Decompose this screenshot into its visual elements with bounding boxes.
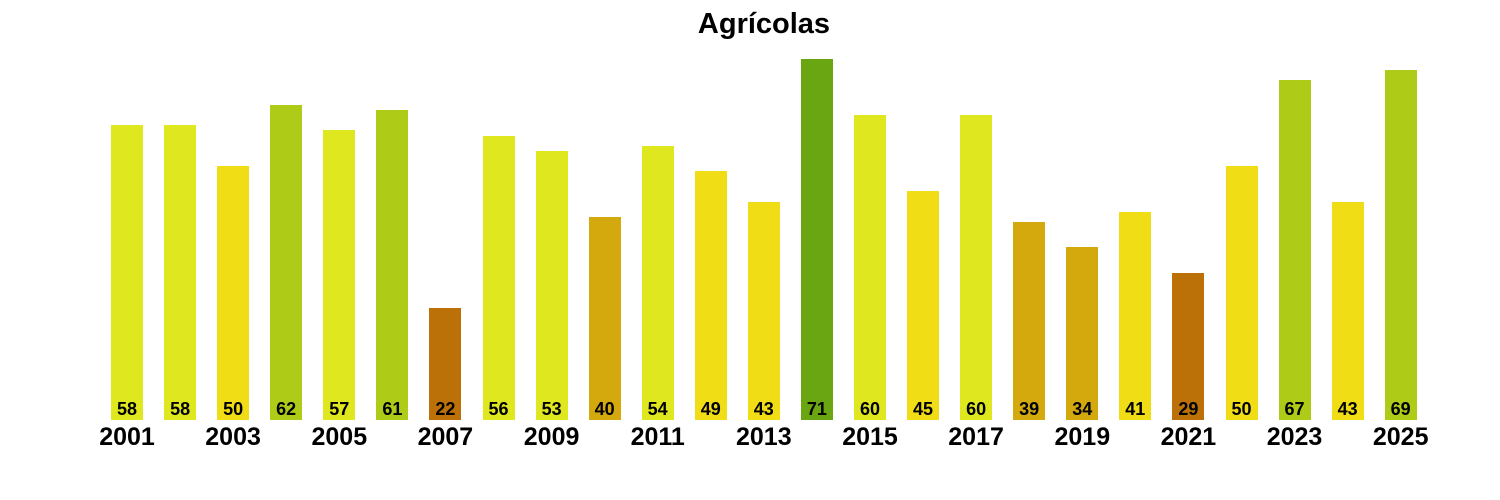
bar-value-label-2020: 41 bbox=[1125, 399, 1146, 419]
bar-value-label-2002: 58 bbox=[170, 399, 191, 419]
bar-value-label-2016: 45 bbox=[912, 399, 934, 419]
bar-2006 bbox=[376, 110, 409, 420]
bar-value-label-2021: 29 bbox=[1178, 399, 1199, 419]
bar-2014 bbox=[800, 59, 833, 420]
bar-2003 bbox=[217, 166, 250, 420]
bar-2013 bbox=[747, 201, 780, 420]
bar-value-label-2008: 56 bbox=[488, 399, 509, 419]
bar-value-label-2005: 57 bbox=[329, 399, 350, 419]
bar-2023 bbox=[1278, 79, 1311, 420]
x-tick-label-2003: 2003 bbox=[205, 423, 261, 451]
bar-2025 bbox=[1384, 69, 1417, 420]
x-tick-label-2019: 2019 bbox=[1054, 423, 1111, 451]
x-tick-label-2009: 2009 bbox=[523, 423, 580, 451]
bar-value-label-2001: 58 bbox=[116, 399, 138, 419]
bar-value-label-2017: 60 bbox=[966, 399, 987, 419]
bar-value-label-2014: 71 bbox=[806, 399, 827, 419]
x-tick-label-2021: 2021 bbox=[1160, 423, 1217, 451]
bar-2019 bbox=[1066, 247, 1099, 420]
bar-value-label-2023: 67 bbox=[1284, 399, 1305, 419]
bar-value-label-2010: 40 bbox=[594, 399, 615, 419]
bar-value-label-2024: 43 bbox=[1337, 399, 1358, 419]
bar-2020 bbox=[1119, 211, 1152, 420]
bar-2012 bbox=[694, 171, 727, 420]
bar-value-label-2007: 22 bbox=[435, 399, 456, 419]
x-tick-label-2023: 2023 bbox=[1266, 423, 1323, 451]
bar-2010 bbox=[588, 216, 621, 420]
x-tick-label-2013: 2013 bbox=[735, 423, 792, 451]
bar-2008 bbox=[482, 135, 515, 420]
bar-value-label-2009: 53 bbox=[541, 399, 562, 419]
x-tick-label-2015: 2015 bbox=[842, 423, 898, 451]
bar-2004 bbox=[270, 105, 303, 420]
bar-2021 bbox=[1172, 272, 1205, 420]
bar-value-label-2003: 50 bbox=[223, 399, 244, 419]
x-tick-label-2001: 2001 bbox=[99, 423, 155, 451]
bar-value-label-2011: 54 bbox=[647, 399, 668, 419]
bar-2011 bbox=[641, 145, 674, 420]
bar-value-label-2004: 62 bbox=[276, 399, 297, 419]
bar-2018 bbox=[1013, 221, 1046, 420]
bar-value-label-2012: 49 bbox=[700, 399, 721, 419]
bar-2002 bbox=[164, 125, 197, 420]
bar-2007 bbox=[429, 308, 462, 420]
bar-value-label-2025: 69 bbox=[1390, 399, 1411, 419]
bar-2005 bbox=[323, 130, 356, 420]
bar-value-label-2015: 60 bbox=[859, 399, 881, 419]
bar-2024 bbox=[1331, 201, 1364, 420]
bar-2015 bbox=[854, 115, 886, 420]
bar-2001 bbox=[111, 125, 143, 420]
bar-value-label-2019: 34 bbox=[1072, 399, 1093, 419]
bar-value-label-2022: 50 bbox=[1231, 399, 1252, 419]
bar-value-label-2018: 39 bbox=[1019, 399, 1040, 419]
x-tick-label-2007: 2007 bbox=[417, 423, 474, 451]
x-tick-label-2017: 2017 bbox=[948, 423, 1004, 451]
bar-2009 bbox=[535, 150, 568, 420]
bar-value-label-2006: 61 bbox=[382, 399, 403, 419]
bar-2017 bbox=[960, 115, 993, 420]
x-tick-label-2011: 2011 bbox=[630, 423, 685, 451]
bar-value-label-2013: 43 bbox=[753, 399, 774, 419]
bar-2022 bbox=[1225, 166, 1258, 420]
x-tick-label-2005: 2005 bbox=[311, 423, 368, 451]
bar-2016 bbox=[907, 191, 939, 420]
x-tick-label-2025: 2025 bbox=[1372, 423, 1429, 451]
chart-title: Agrícolas bbox=[697, 8, 831, 40]
